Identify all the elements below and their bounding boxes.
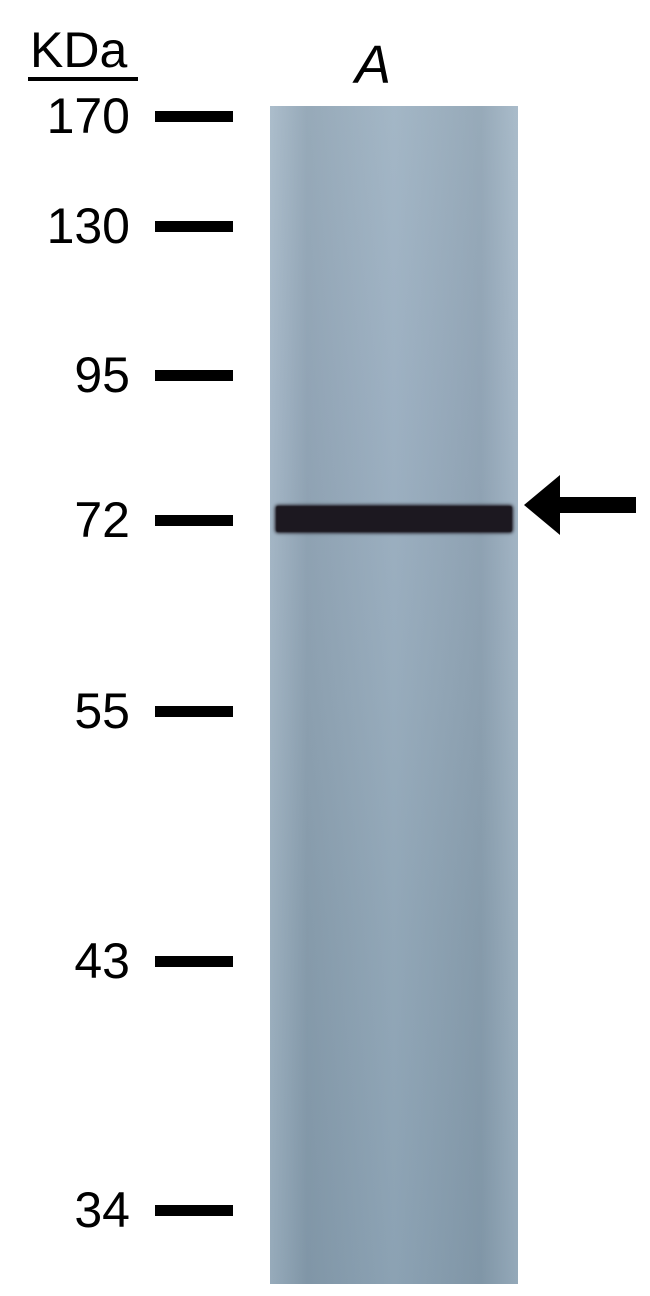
- marker-tick-43: [155, 956, 233, 967]
- marker-tick-130: [155, 221, 233, 232]
- marker-label-170: 170: [0, 91, 130, 141]
- marker-label-43: 43: [0, 936, 130, 986]
- marker-label-95: 95: [0, 350, 130, 400]
- marker-tick-170: [155, 111, 233, 122]
- blot-figure-container: KDa A 170 130 95 72 55 43 34: [0, 0, 650, 1296]
- marker-tick-55: [155, 706, 233, 717]
- marker-label-130: 130: [0, 201, 130, 251]
- marker-tick-72: [155, 515, 233, 526]
- marker-label-55: 55: [0, 686, 130, 736]
- axis-unit-underline: [28, 77, 138, 81]
- marker-tick-95: [155, 370, 233, 381]
- target-arrow-head-icon: [524, 475, 560, 535]
- lane-letter: A: [355, 34, 391, 96]
- marker-tick-34: [155, 1205, 233, 1216]
- target-band: [276, 506, 512, 532]
- target-arrow-shaft: [556, 497, 636, 513]
- axis-unit-label: KDa: [30, 25, 127, 75]
- blot-lane: [270, 106, 518, 1284]
- blot-lane-horizontal-shade: [270, 106, 518, 1284]
- marker-label-72: 72: [0, 495, 130, 545]
- marker-label-34: 34: [0, 1185, 130, 1235]
